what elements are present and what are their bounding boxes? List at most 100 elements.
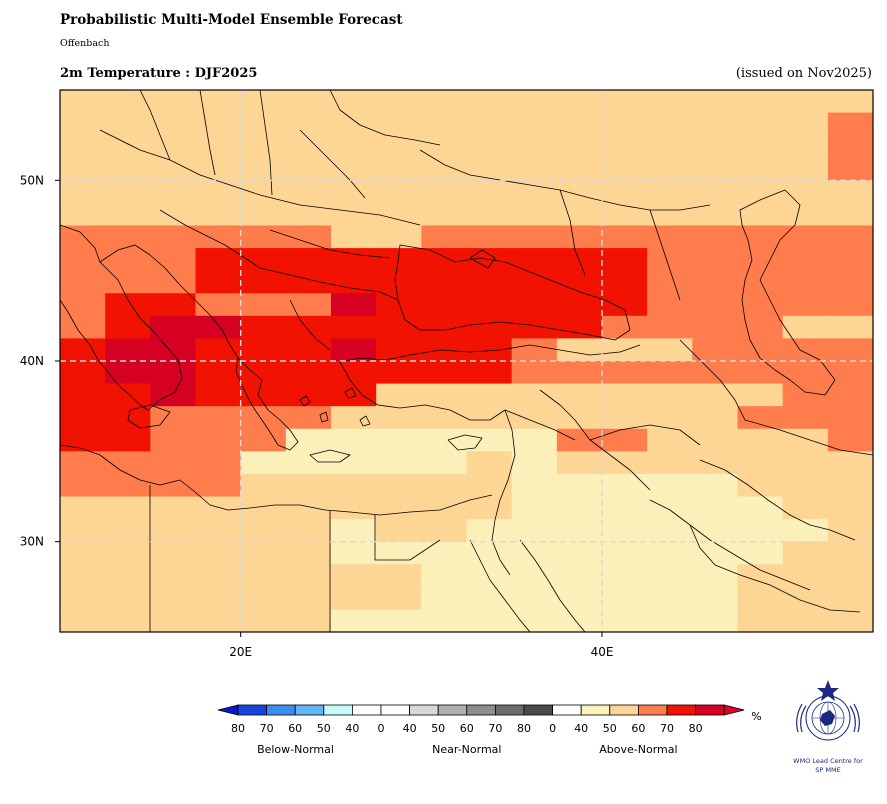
grid-cell	[556, 361, 603, 385]
grid-cell	[827, 135, 873, 159]
grid-cell	[782, 586, 829, 611]
grid-cell	[647, 112, 693, 136]
grid-cell	[105, 609, 151, 632]
grid-cell	[602, 519, 648, 543]
grid-cell	[466, 451, 513, 475]
grid-cell	[556, 293, 603, 317]
chart-subtitle: Offenbach	[60, 38, 110, 49]
grid-cell	[331, 248, 377, 272]
grid-cell	[150, 428, 197, 452]
grid-cell	[331, 135, 377, 159]
grid-cell	[240, 293, 287, 317]
colorbar-segment	[494, 704, 525, 716]
grid-cell	[511, 225, 558, 249]
colorbar-segment	[666, 704, 697, 716]
grid-cell	[421, 180, 468, 204]
grid-cell	[692, 293, 739, 317]
grid-cell	[376, 90, 422, 114]
axis-labels: 20E 40E 30N 40N 50N	[20, 173, 614, 659]
grid-cell	[240, 496, 287, 520]
grid-cell	[692, 473, 739, 498]
grid-cell	[782, 270, 829, 294]
colorbar-segment	[351, 704, 382, 716]
grid-cell	[692, 406, 739, 430]
grid-cell	[240, 541, 287, 565]
grid-cell	[556, 428, 603, 452]
grid-cell	[466, 383, 513, 407]
grid-cell	[602, 157, 648, 181]
grid-cell	[421, 202, 468, 227]
grid-cell	[511, 609, 558, 632]
grid-cell	[421, 90, 468, 114]
lon-tick-label: 40E	[591, 645, 614, 659]
colorbar-segment	[695, 704, 725, 716]
grid-cell	[195, 112, 242, 136]
grid-cell	[285, 361, 332, 385]
grid-cell	[421, 586, 468, 611]
grid-cell	[60, 361, 106, 385]
grid-cell	[692, 157, 739, 181]
grid-cell	[602, 293, 648, 317]
grid-cell	[647, 428, 693, 452]
grid-cell	[556, 609, 603, 632]
grid-cell	[511, 315, 558, 340]
grid-cell	[737, 451, 784, 475]
grid-cell	[105, 361, 151, 385]
grid-cell	[466, 609, 513, 632]
grid-cell	[60, 473, 106, 498]
grid-cell	[421, 315, 468, 340]
colorbar-tick-label: 60	[631, 722, 645, 735]
grid-cell	[240, 609, 287, 632]
grid-cell	[737, 406, 784, 430]
grid-cell	[150, 564, 197, 588]
grid-cell	[692, 202, 739, 227]
grid-cell	[647, 202, 693, 227]
grid-cell	[511, 541, 558, 565]
grid-cell	[466, 315, 513, 340]
below-normal-label: Below-Normal	[257, 743, 334, 756]
grid-cell	[195, 270, 242, 294]
grid-cell	[195, 586, 242, 611]
grid-cell	[647, 361, 693, 385]
grid-cell	[60, 586, 106, 611]
grid-cell	[827, 428, 873, 452]
grid-cell	[331, 90, 377, 114]
grid-cell	[150, 519, 197, 543]
grid-cell	[240, 586, 287, 611]
grid-cell	[285, 609, 332, 632]
grid-cell	[376, 157, 422, 181]
grid-cell	[105, 564, 151, 588]
grid-cell	[331, 609, 377, 632]
grid-cell	[285, 90, 332, 114]
colorbar-tick-label: 0	[549, 722, 556, 735]
grid-cell	[692, 90, 739, 114]
grid-cell	[240, 383, 287, 407]
grid-cell	[240, 90, 287, 114]
lat-tick-label: 50N	[20, 173, 44, 187]
grid-cell	[376, 112, 422, 136]
grid-cell	[737, 338, 784, 362]
grid-cell	[827, 90, 873, 114]
grid-cell	[602, 609, 648, 632]
grid-cell	[647, 519, 693, 543]
grid-cell	[105, 315, 151, 340]
grid-cell	[647, 473, 693, 498]
colorbar-tick-label: 50	[603, 722, 617, 735]
grid-cell	[376, 428, 422, 452]
probability-grid	[60, 90, 873, 632]
grid-cell	[331, 270, 377, 294]
grid-cell	[556, 564, 603, 588]
grid-cell	[602, 496, 648, 520]
grid-cell	[150, 90, 197, 114]
grid-cell	[60, 609, 106, 632]
grid-cell	[466, 541, 513, 565]
grid-cell	[692, 564, 739, 588]
grid-cell	[421, 609, 468, 632]
grid-cell	[60, 428, 106, 452]
grid-cell	[602, 225, 648, 249]
grid-cell	[556, 90, 603, 114]
grid-cell	[782, 541, 829, 565]
colorbar-extend-right	[723, 704, 745, 716]
grid-cell	[150, 135, 197, 159]
grid-cell	[556, 315, 603, 340]
